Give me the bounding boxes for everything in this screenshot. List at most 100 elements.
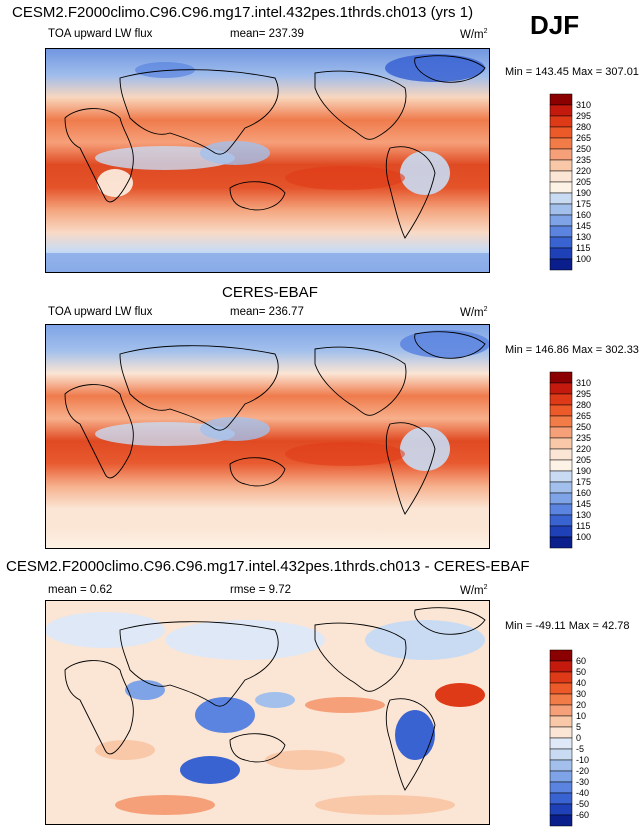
colorbar-tick-label: 160 — [576, 210, 591, 220]
colorbar-tick-label: 265 — [576, 411, 591, 421]
colorbar-tick-label: 145 — [576, 221, 591, 231]
colorbar-box — [549, 437, 573, 450]
colorbar-box — [549, 726, 573, 739]
colorbar-tick-label: 310 — [576, 100, 591, 110]
colorbar-box — [549, 159, 573, 172]
colorbar-box — [549, 170, 573, 183]
panel3-minmax: Min = -49.11 Max = 42.78 — [505, 620, 630, 632]
colorbar-box — [549, 803, 573, 816]
panel2-title: CERES-EBAF — [222, 284, 318, 301]
run-title: CESM2.F2000climo.C96.C96.mg17.intel.432p… — [12, 4, 474, 21]
colorbar-tick-label: 235 — [576, 433, 591, 443]
colorbar-tick-label: 115 — [576, 243, 590, 253]
colorbar-box — [549, 781, 573, 794]
panel2-minmax: Min = 146.86 Max = 302.33 — [505, 344, 639, 356]
colorbar-box — [549, 814, 573, 827]
colorbar-box — [549, 426, 573, 439]
colorbar-box — [549, 214, 573, 227]
colorbar-box — [549, 93, 573, 106]
panel1-variable: TOA upward LW flux — [48, 28, 153, 40]
panel2-colorbar: 3102952802652502352202051901751601451301… — [549, 371, 591, 549]
colorbar-tick-label: 205 — [576, 455, 591, 465]
panel1-units: W/m2 — [460, 28, 488, 41]
season-label: DJF — [530, 10, 580, 40]
colorbar-tick-label: 295 — [576, 111, 591, 121]
panel3-units-base: W/m — [460, 584, 484, 597]
colorbar-tick-label: 30 — [576, 689, 586, 699]
colorbar-tick-label: 145 — [576, 499, 591, 509]
colorbar-box — [549, 382, 573, 395]
colorbar-box — [549, 748, 573, 761]
colorbar-box — [549, 682, 573, 695]
panel1-map — [45, 48, 490, 273]
colorbar-tick-label: 220 — [576, 166, 591, 176]
colorbar-box — [549, 247, 573, 260]
colorbar-box — [549, 514, 573, 527]
colorbar-box — [549, 503, 573, 516]
colorbar-tick-label: 190 — [576, 188, 591, 198]
colorbar-tick-label: 160 — [576, 488, 591, 498]
colorbar-tick-label: 205 — [576, 177, 591, 187]
colorbar-box — [549, 192, 573, 205]
panel3-map — [45, 600, 490, 825]
colorbar-tick-label: 280 — [576, 400, 591, 410]
panel1-units-base: W/m — [460, 28, 484, 41]
colorbar-tick-label: 295 — [576, 389, 591, 399]
colorbar-tick-label: 100 — [576, 254, 591, 264]
colorbar-tick-label: -50 — [576, 799, 589, 809]
colorbar-tick-label: -5 — [576, 744, 584, 754]
colorbar-tick-label: 250 — [576, 144, 591, 154]
colorbar-box — [549, 792, 573, 805]
colorbar-box — [549, 181, 573, 194]
colorbar-tick-label: 220 — [576, 444, 591, 454]
colorbar-tick-label: 115 — [576, 521, 590, 531]
colorbar-tick-label: 130 — [576, 232, 591, 242]
colorbar-tick-label: 235 — [576, 155, 591, 165]
panel2-mean: mean= 236.77 — [230, 306, 304, 318]
panel1-mean: mean= 237.39 — [230, 28, 304, 40]
colorbar-tick-label: 190 — [576, 466, 591, 476]
colorbar-tick-label: 265 — [576, 133, 591, 143]
colorbar-box — [549, 137, 573, 150]
colorbar-box — [549, 525, 573, 538]
colorbar-tick-label: -60 — [576, 810, 589, 820]
colorbar-tick-label: 50 — [576, 667, 586, 677]
colorbar-box — [549, 115, 573, 128]
panel1-units-exp: 2 — [483, 28, 488, 35]
colorbar-box — [549, 148, 573, 161]
colorbar-box — [549, 415, 573, 428]
colorbar-box — [549, 660, 573, 673]
colorbar-box — [549, 236, 573, 249]
colorbar-box — [549, 715, 573, 728]
colorbar-tick-label: -20 — [576, 766, 589, 776]
panel1-minmax: Min = 143.45 Max = 307.01 — [505, 66, 639, 78]
panel3-units: W/m2 — [460, 584, 488, 597]
colorbar-box — [549, 492, 573, 505]
colorbar-tick-label: -40 — [576, 788, 589, 798]
colorbar-box — [549, 126, 573, 139]
colorbar-box — [549, 737, 573, 750]
colorbar-tick-label: 0 — [576, 733, 581, 743]
colorbar-box — [549, 404, 573, 417]
colorbar-tick-label: 310 — [576, 378, 591, 388]
panel2-map — [45, 324, 490, 549]
panel2-units-base: W/m — [460, 306, 484, 319]
colorbar-box — [549, 759, 573, 772]
colorbar-tick-label: 20 — [576, 700, 586, 710]
colorbar-tick-label: 175 — [576, 199, 591, 209]
colorbar-box — [549, 371, 573, 384]
colorbar-box — [549, 203, 573, 216]
colorbar-tick-label: -10 — [576, 755, 589, 765]
colorbar-box — [549, 481, 573, 494]
colorbar-tick-label: 100 — [576, 532, 591, 542]
panel3-units-exp: 2 — [483, 584, 488, 591]
colorbar-tick-label: 175 — [576, 477, 591, 487]
colorbar-box — [549, 671, 573, 684]
colorbar-tick-label: -30 — [576, 777, 589, 787]
colorbar-box — [549, 258, 573, 271]
panel2-units: W/m2 — [460, 306, 488, 319]
panel1-colorbar: 3102952802652502352202051901751601451301… — [549, 93, 591, 271]
colorbar-box — [549, 225, 573, 238]
panel3-rmse: rmse = 9.72 — [230, 584, 292, 596]
